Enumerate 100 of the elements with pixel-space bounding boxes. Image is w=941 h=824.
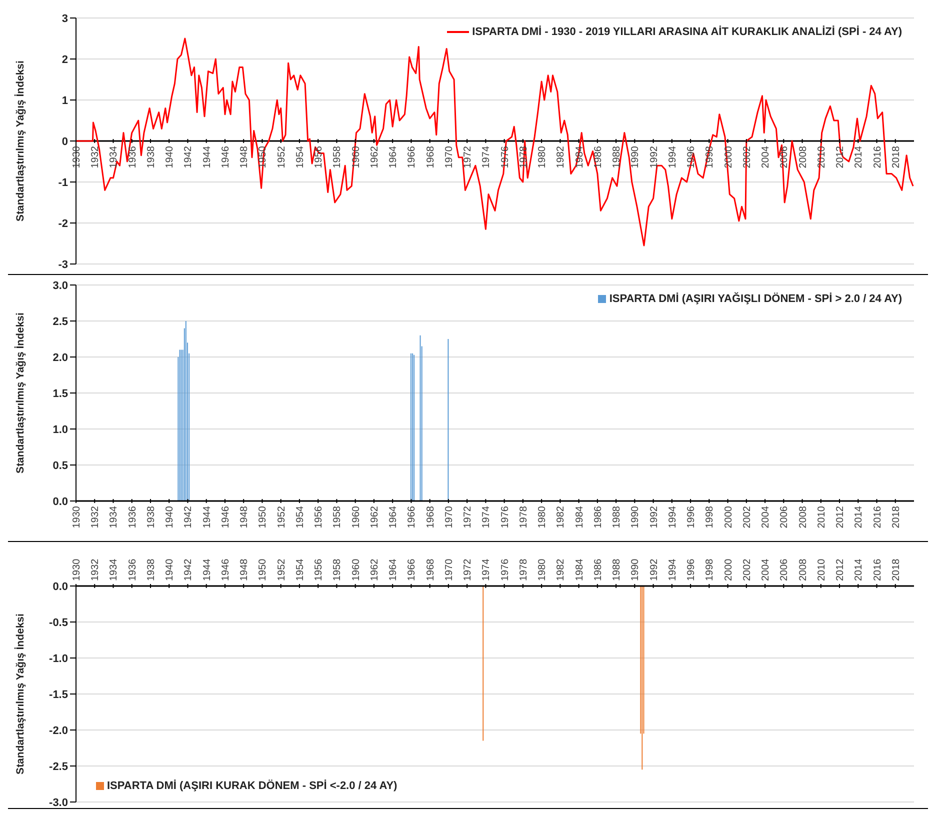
y-axis-title: Standartlaştırılmış Yağış İndeksi	[14, 312, 27, 474]
y-tick-label: 0.0	[52, 496, 68, 508]
x-tick-label: 1954	[294, 506, 306, 528]
x-tick-label: 1988	[612, 506, 623, 528]
x-tick-label: 1968	[425, 558, 436, 581]
x-tick-label: 1956	[314, 146, 325, 168]
x-tick-label: 2014	[854, 146, 865, 168]
x-tick-label: 1946	[220, 558, 232, 581]
x-tick-label: 2008	[798, 506, 809, 528]
x-tick-label: 1992	[648, 558, 660, 581]
x-tick-label: 2004	[760, 558, 772, 581]
x-tick-label: 1936	[127, 506, 138, 528]
x-tick-label: 1984	[574, 558, 586, 581]
x-tick-label: 1940	[164, 558, 176, 581]
legend-label: ISPARTA DMİ - 1930 - 2019 YILLARI ARASINA AİT KURAKLIK ANALİZİ (SPİ - 24 AY)	[472, 26, 902, 38]
y-tick-label: 2.5	[52, 316, 68, 328]
x-tick-label: 1976	[500, 558, 511, 581]
y-tick-label: -1.5	[49, 688, 68, 701]
y-tick-label: 2	[62, 54, 68, 66]
x-tick-label: 1992	[648, 506, 660, 528]
x-tick-label: 1954	[294, 558, 306, 581]
x-tick-label: 2012	[835, 506, 846, 528]
x-tick-label: 2018	[890, 506, 902, 528]
x-tick-label: 2000	[723, 146, 734, 168]
y-tick-label: 3	[62, 12, 68, 25]
x-tick-label: 2012	[835, 146, 846, 168]
y-tick-label: -2.0	[49, 724, 68, 737]
x-tick-label: 1992	[648, 146, 660, 168]
y-tick-label: -2	[58, 218, 68, 230]
x-tick-label: 1972	[462, 558, 474, 581]
y-tick-label: -3	[58, 258, 68, 271]
x-tick-label: 1936	[127, 558, 138, 581]
x-tick-label: 1966	[406, 506, 418, 528]
x-tick-label: 1952	[276, 146, 288, 168]
x-tick-label: 2014	[854, 558, 865, 581]
x-tick-label: 2016	[872, 146, 884, 168]
x-tick-label: 1944	[202, 506, 213, 528]
x-tick-label: 1966	[406, 558, 418, 581]
x-tick-label: 1940	[164, 506, 176, 528]
y-tick-label: 0	[62, 136, 68, 148]
x-tick-label: 1944	[202, 558, 213, 581]
x-tick-label: 1946	[220, 506, 232, 528]
x-tick-label: 2002	[742, 146, 753, 168]
y-axis-title: Standartlaştırılmış Yağış İndeksi	[14, 60, 27, 222]
x-tick-label: 1954	[294, 146, 306, 168]
x-tick-label: 2004	[760, 146, 772, 168]
x-tick-label: 2018	[890, 558, 902, 581]
y-tick-label: -1.0	[49, 652, 68, 665]
x-tick-label: 1936	[127, 146, 138, 168]
y-tick-label: -0.5	[49, 616, 68, 629]
x-tick-label: 1988	[612, 558, 623, 581]
x-tick-label: 1964	[388, 146, 400, 168]
x-tick-label: 1984	[574, 506, 586, 528]
x-tick-label: 2016	[872, 506, 884, 528]
x-tick-label: 1974	[481, 558, 492, 581]
x-tick-label: 1978	[518, 506, 530, 528]
x-tick-label: 1942	[183, 146, 194, 168]
x-tick-label: 2008	[798, 558, 809, 581]
x-tick-label: 1996	[686, 506, 698, 528]
x-tick-label: 1932	[90, 506, 102, 528]
x-tick-label: 1932	[90, 146, 102, 168]
x-tick-label: 1956	[314, 506, 325, 528]
x-tick-label: 1996	[686, 558, 698, 581]
y-tick-label: -2.5	[49, 760, 68, 773]
x-tick-label: 1942	[183, 558, 194, 581]
x-tick-label: 2008	[798, 146, 809, 168]
x-tick-label: 1946	[220, 146, 232, 168]
x-tick-label: 1962	[369, 506, 380, 528]
y-tick-label: -1	[58, 176, 68, 189]
x-tick-label: 1982	[556, 146, 567, 168]
y-tick-label: 1.5	[52, 388, 68, 400]
x-tick-label: 2000	[723, 558, 734, 581]
x-tick-label: 1998	[704, 558, 716, 581]
x-tick-label: 1940	[164, 146, 176, 168]
x-tick-label: 1930	[72, 146, 82, 168]
x-tick-label: 2010	[816, 506, 828, 528]
y-tick-label: 0.0	[52, 580, 68, 593]
x-tick-label: 1970	[444, 506, 455, 528]
x-tick-label: 1990	[630, 146, 642, 168]
x-tick-label: 1998	[704, 146, 716, 168]
x-tick-label: 2012	[835, 558, 846, 581]
x-tick-label: 1972	[462, 146, 474, 168]
x-tick-label: 1982	[556, 558, 567, 581]
x-tick-label: 1930	[72, 506, 82, 528]
y-axis-title: Standartlaştırılmış Yağış İndeksi	[14, 613, 27, 774]
x-tick-label: 1994	[667, 146, 678, 168]
y-tick-label: 3.0	[52, 280, 68, 292]
x-tick-label: 2000	[723, 506, 734, 528]
x-tick-label: 1976	[500, 506, 511, 528]
x-tick-label: 2010	[816, 558, 828, 581]
x-tick-label: 1942	[183, 506, 194, 528]
x-tick-label: 1930	[72, 558, 82, 581]
x-tick-label: 1968	[425, 506, 436, 528]
x-tick-label: 1978	[518, 558, 530, 581]
y-tick-label: -3.0	[49, 796, 68, 809]
x-tick-label: 2016	[872, 558, 884, 581]
x-tick-label: 2006	[779, 506, 790, 528]
x-tick-label: 1932	[90, 558, 102, 581]
x-tick-label: 1938	[146, 146, 157, 168]
x-tick-label: 2002	[742, 506, 753, 528]
